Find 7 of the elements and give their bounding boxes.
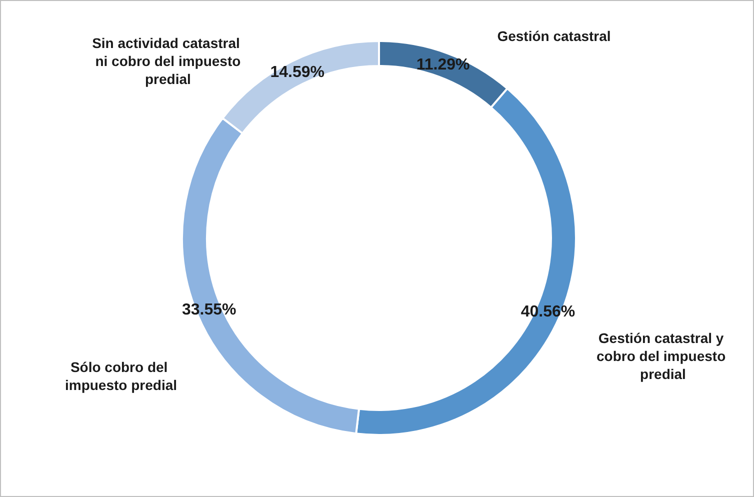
data-label: 11.29% <box>416 56 470 74</box>
slice-label: Gestión catastral <box>497 28 611 44</box>
slice-label: Sin actividad catastral ni cobro del impuesto predial <box>91 35 241 87</box>
data-label: 14.59% <box>270 64 324 82</box>
slice-label: Gestión catastral y cobro del impuesto predial <box>596 330 730 382</box>
data-label: 33.55% <box>182 301 236 318</box>
slice-label: Sólo cobro del impuesto predial <box>64 359 178 393</box>
